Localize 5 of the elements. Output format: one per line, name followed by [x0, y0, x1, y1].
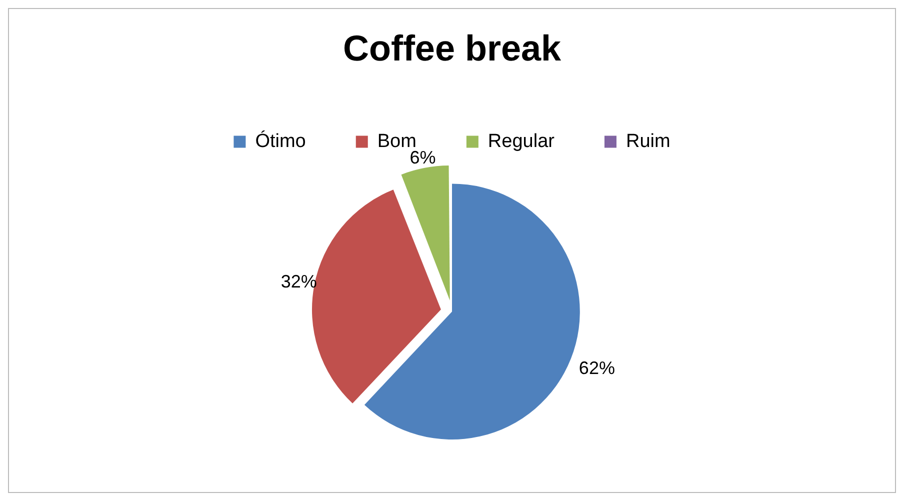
- legend-label: Ótimo: [255, 130, 306, 152]
- chart-title: Coffee break: [342, 28, 562, 69]
- legend-label: Ruim: [626, 130, 670, 152]
- legend-label: Regular: [488, 130, 556, 152]
- data-label: 62%: [578, 358, 615, 378]
